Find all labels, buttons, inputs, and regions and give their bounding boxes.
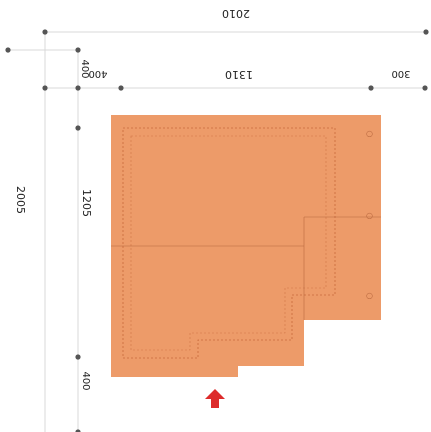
footprint-marker-top: ○ — [366, 129, 373, 138]
footprint-roof-dashed-line — [130, 135, 327, 351]
dot-icon — [75, 47, 81, 53]
dot-icon — [75, 85, 81, 91]
dimension-dots — [5, 29, 429, 432]
house-footprint: ○ ○ ○ — [111, 115, 381, 377]
dimension-guides — [8, 31, 425, 432]
dot-icon — [42, 29, 48, 35]
dot-icon — [75, 354, 81, 360]
dimension-labels: 2010 400 1310 300 2005 400 1205 400 — [14, 7, 411, 391]
dot-icon — [42, 85, 48, 91]
dimension-left-bottom-offset: 400 — [80, 371, 91, 390]
dimension-top-total: 2010 — [222, 7, 250, 20]
dimension-top-middle: 1310 — [225, 68, 253, 81]
dot-icon — [75, 429, 81, 432]
dot-icon — [5, 47, 11, 53]
dimension-top-left-offset: 400 — [88, 68, 107, 79]
dimension-left-middle: 1205 — [80, 189, 93, 217]
dot-icon — [423, 29, 429, 35]
dot-icon — [75, 125, 81, 131]
entrance-arrow-icon — [205, 389, 225, 408]
dot-icon — [422, 85, 428, 91]
dot-icon — [368, 85, 374, 91]
footprint-marker-bottom: ○ — [366, 291, 373, 300]
dimension-top-right-offset: 300 — [391, 68, 410, 79]
dimension-left-top-offset: 400 — [79, 59, 90, 78]
footprint-inner-dashed-outline — [122, 127, 336, 359]
dot-icon — [118, 85, 124, 91]
footprint-marker-mid: ○ — [366, 211, 373, 220]
dimension-left-total: 2005 — [14, 186, 27, 214]
